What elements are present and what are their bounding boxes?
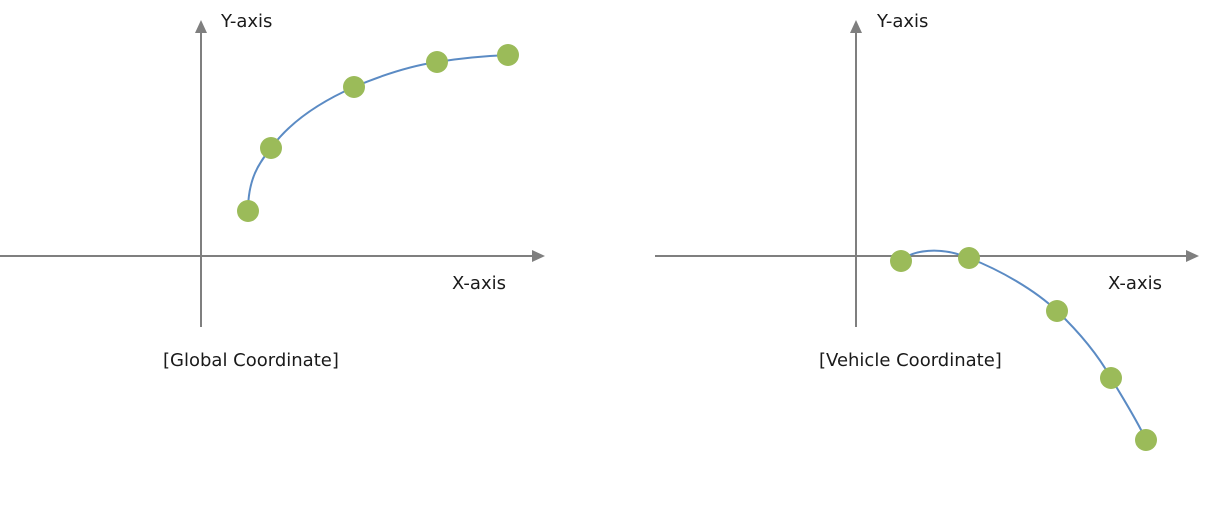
vehicle-coordinate-panel: Y-axis X-axis [Vehicle Coordinate] (655, 11, 1199, 451)
vehicle-y-axis-arrow (850, 20, 862, 33)
vehicle-waypoint (958, 247, 980, 269)
global-waypoint (497, 44, 519, 66)
vehicle-x-axis-arrow (1186, 250, 1199, 262)
global-x-axis-arrow (532, 250, 545, 262)
global-caption: [Global Coordinate] (163, 350, 339, 371)
global-waypoint (343, 76, 365, 98)
vehicle-y-axis-label: Y-axis (876, 11, 928, 32)
global-x-axis-label: X-axis (452, 273, 506, 294)
vehicle-waypoint (1046, 300, 1068, 322)
vehicle-waypoint (1100, 367, 1122, 389)
vehicle-caption: [Vehicle Coordinate] (819, 350, 1002, 371)
vehicle-waypoint (1135, 429, 1157, 451)
global-trajectory-curve (247, 54, 509, 212)
global-coordinate-panel: Y-axis X-axis [Global Coordinate] (0, 11, 545, 371)
global-waypoint (426, 51, 448, 73)
global-y-axis-arrow (195, 20, 207, 33)
global-y-axis-label: Y-axis (220, 11, 272, 32)
vehicle-waypoint (890, 250, 912, 272)
vehicle-x-axis-label: X-axis (1108, 273, 1162, 294)
global-waypoint (260, 137, 282, 159)
global-waypoint (237, 200, 259, 222)
